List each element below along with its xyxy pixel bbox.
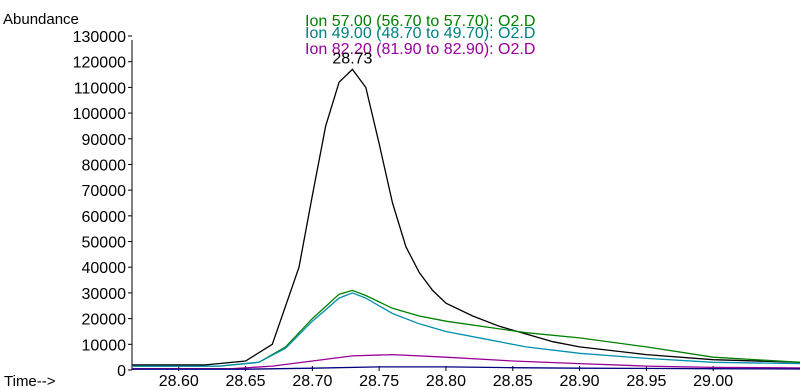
- x-tick-label: 28.80: [426, 373, 466, 390]
- series-line-1: [132, 68, 800, 366]
- y-tick-label: 80000: [82, 157, 127, 174]
- y-tick-label: 20000: [82, 312, 127, 329]
- x-axis-title: Time-->: [4, 373, 56, 390]
- y-axis-ticks: 0 10000 20000 30000 40000 50000 60000 70000 8000…: [73, 29, 132, 380]
- y-tick-label: 60000: [82, 209, 127, 226]
- y-tick-label: 90000: [82, 132, 127, 149]
- x-axis-ticks: 28.60 28.65 28.70 28.75 28.80 28.85 28.90 28.95…: [159, 366, 733, 390]
- series-group: [132, 68, 800, 370]
- y-axis-title: Abundance: [3, 11, 79, 28]
- y-tick-label: 10000: [82, 337, 127, 354]
- x-tick-label: 28.90: [560, 373, 600, 390]
- y-tick-label: 110000: [74, 80, 126, 97]
- legend-entry-1: Ion 57.00 (56.70 to 57.70): O2.D: [305, 13, 535, 30]
- legend-entry-3: Ion 82.20 (81.90 to 82.90): O2.D: [305, 41, 535, 58]
- series-line-4: [132, 353, 800, 370]
- y-tick-label: 120000: [73, 55, 126, 72]
- y-tick-label: 130000: [73, 29, 126, 46]
- x-tick-label: 28.65: [226, 373, 266, 390]
- x-tick-label: 28.95: [626, 373, 666, 390]
- x-tick-label: 29.00: [693, 373, 733, 390]
- y-tick-label: 70000: [82, 183, 127, 200]
- series-line-2: [132, 289, 800, 367]
- x-tick-label: 28.85: [493, 373, 533, 390]
- y-tick-label: 40000: [82, 260, 127, 277]
- x-tick-label: 28.75: [359, 373, 399, 390]
- y-tick-label: 100000: [73, 106, 126, 123]
- legend-entry-2: Ion 49.00 (48.70 to 49.70): O2.D: [305, 25, 535, 42]
- y-tick-label: 30000: [82, 286, 127, 303]
- series-line-3: [132, 292, 800, 367]
- y-tick-label: 0: [117, 363, 126, 380]
- y-tick-label: 50000: [82, 235, 127, 252]
- series-line-5: [132, 366, 800, 370]
- x-tick-label: 28.60: [159, 373, 199, 390]
- x-tick-label: 28.70: [292, 373, 332, 390]
- peak-label: 28.73: [332, 50, 372, 67]
